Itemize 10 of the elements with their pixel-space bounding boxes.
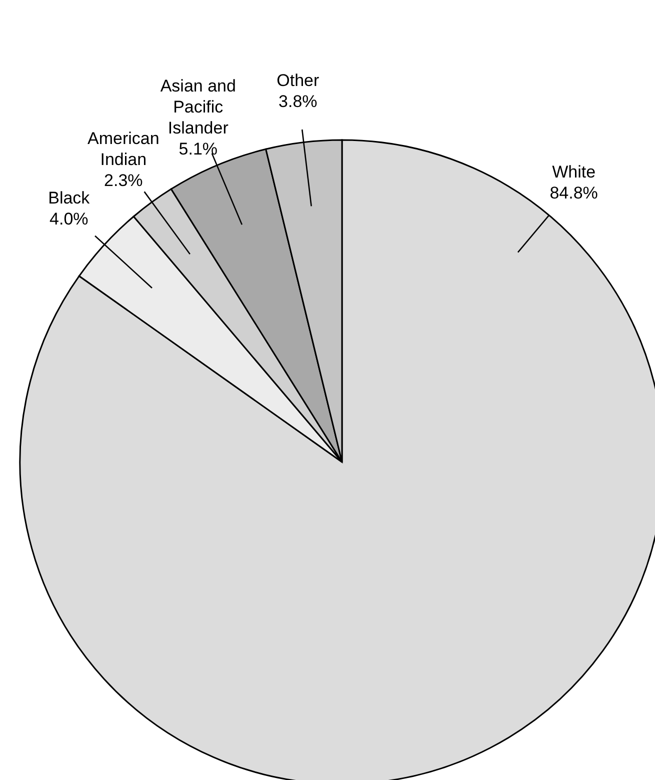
data-label: 4.0% <box>50 210 88 229</box>
slice-label: Black <box>48 188 90 208</box>
slice-label: White <box>552 162 596 182</box>
data-label: 2.3% <box>104 171 143 190</box>
slice-label: American Indian <box>87 129 160 170</box>
data-label: 5.1% <box>178 139 218 158</box>
data-label: 3.8% <box>278 92 318 111</box>
slice-label: Asian and Pacific Islander <box>160 76 236 138</box>
slice-label: Other <box>276 70 320 90</box>
data-label: 84.8% <box>550 183 598 202</box>
